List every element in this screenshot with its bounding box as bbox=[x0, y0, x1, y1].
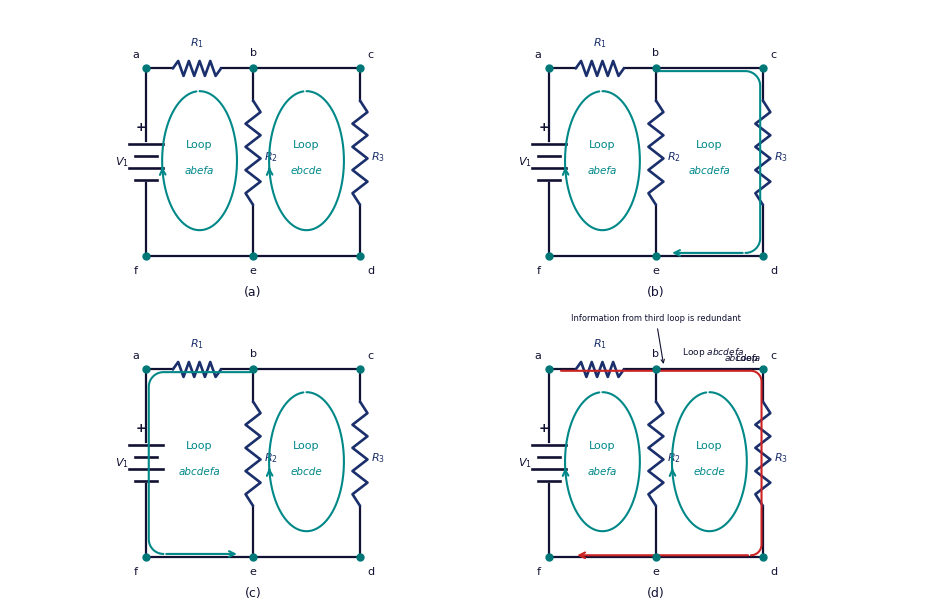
Text: abefa: abefa bbox=[587, 467, 617, 477]
Text: b: b bbox=[652, 48, 660, 58]
Text: $R_3$: $R_3$ bbox=[371, 451, 385, 465]
Text: abcdefa: abcdefa bbox=[724, 354, 760, 363]
Text: f: f bbox=[133, 568, 138, 577]
Text: (a): (a) bbox=[244, 286, 262, 298]
Text: Loop: Loop bbox=[186, 441, 213, 451]
Text: e: e bbox=[652, 266, 660, 276]
Text: Information from third loop is redundant: Information from third loop is redundant bbox=[571, 314, 741, 363]
Text: +: + bbox=[135, 121, 146, 134]
Text: $R_1$: $R_1$ bbox=[190, 337, 204, 351]
Text: $R_2$: $R_2$ bbox=[667, 150, 681, 164]
Text: b: b bbox=[250, 48, 256, 58]
Text: f: f bbox=[536, 266, 540, 276]
Text: f: f bbox=[536, 568, 540, 577]
Text: (b): (b) bbox=[648, 286, 665, 298]
Text: Loop: Loop bbox=[186, 139, 213, 150]
Text: a: a bbox=[535, 51, 542, 60]
Text: d: d bbox=[367, 266, 375, 276]
Text: Loop: Loop bbox=[293, 441, 320, 451]
Text: a: a bbox=[132, 351, 139, 362]
Text: +: + bbox=[135, 422, 146, 435]
Text: f: f bbox=[133, 266, 138, 276]
Text: Loop: Loop bbox=[735, 354, 760, 363]
Text: Loop $abcdefa$: Loop $abcdefa$ bbox=[682, 346, 744, 359]
Text: Loop: Loop bbox=[697, 139, 722, 150]
Text: $R_3$: $R_3$ bbox=[773, 150, 787, 164]
Text: $R_1$: $R_1$ bbox=[593, 36, 607, 50]
Text: abcdefa: abcdefa bbox=[688, 166, 730, 177]
Text: e: e bbox=[250, 568, 256, 577]
Text: ebcde: ebcde bbox=[290, 467, 323, 477]
Text: Loop: Loop bbox=[697, 441, 722, 451]
Text: $R_3$: $R_3$ bbox=[773, 451, 787, 465]
Text: c: c bbox=[771, 351, 777, 362]
Text: c: c bbox=[771, 51, 777, 60]
Text: e: e bbox=[652, 568, 660, 577]
Text: $V_1$: $V_1$ bbox=[518, 456, 532, 470]
Text: abcdefa: abcdefa bbox=[179, 467, 220, 477]
Text: Loop: Loop bbox=[589, 139, 616, 150]
Text: b: b bbox=[652, 349, 660, 359]
Text: d: d bbox=[367, 568, 375, 577]
Text: $R_1$: $R_1$ bbox=[190, 36, 204, 50]
Text: $R_1$: $R_1$ bbox=[593, 337, 607, 351]
Text: $V_1$: $V_1$ bbox=[115, 155, 129, 169]
Text: a: a bbox=[132, 51, 139, 60]
Text: $R_2$: $R_2$ bbox=[264, 451, 278, 465]
Text: abefa: abefa bbox=[185, 166, 215, 177]
Text: d: d bbox=[770, 568, 777, 577]
Text: $R_2$: $R_2$ bbox=[264, 150, 278, 164]
Text: +: + bbox=[538, 121, 549, 134]
Text: d: d bbox=[770, 266, 777, 276]
Text: $V_1$: $V_1$ bbox=[518, 155, 532, 169]
Text: (c): (c) bbox=[245, 586, 262, 600]
Text: $R_3$: $R_3$ bbox=[371, 150, 385, 164]
Text: +: + bbox=[538, 422, 549, 435]
Text: $R_2$: $R_2$ bbox=[667, 451, 681, 465]
Text: Loop: Loop bbox=[293, 139, 320, 150]
Text: Loop: Loop bbox=[589, 441, 616, 451]
Text: ebcde: ebcde bbox=[290, 166, 323, 177]
Text: (d): (d) bbox=[648, 586, 665, 600]
Text: ebcde: ebcde bbox=[694, 467, 725, 477]
Text: $V_1$: $V_1$ bbox=[115, 456, 129, 470]
Text: abefa: abefa bbox=[587, 166, 617, 177]
Text: b: b bbox=[250, 349, 256, 359]
Text: e: e bbox=[250, 266, 256, 276]
Text: a: a bbox=[535, 351, 542, 362]
Text: c: c bbox=[367, 51, 374, 60]
Text: c: c bbox=[367, 351, 374, 362]
